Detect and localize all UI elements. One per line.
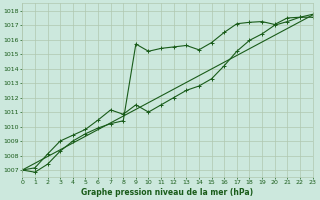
X-axis label: Graphe pression niveau de la mer (hPa): Graphe pression niveau de la mer (hPa): [81, 188, 253, 197]
